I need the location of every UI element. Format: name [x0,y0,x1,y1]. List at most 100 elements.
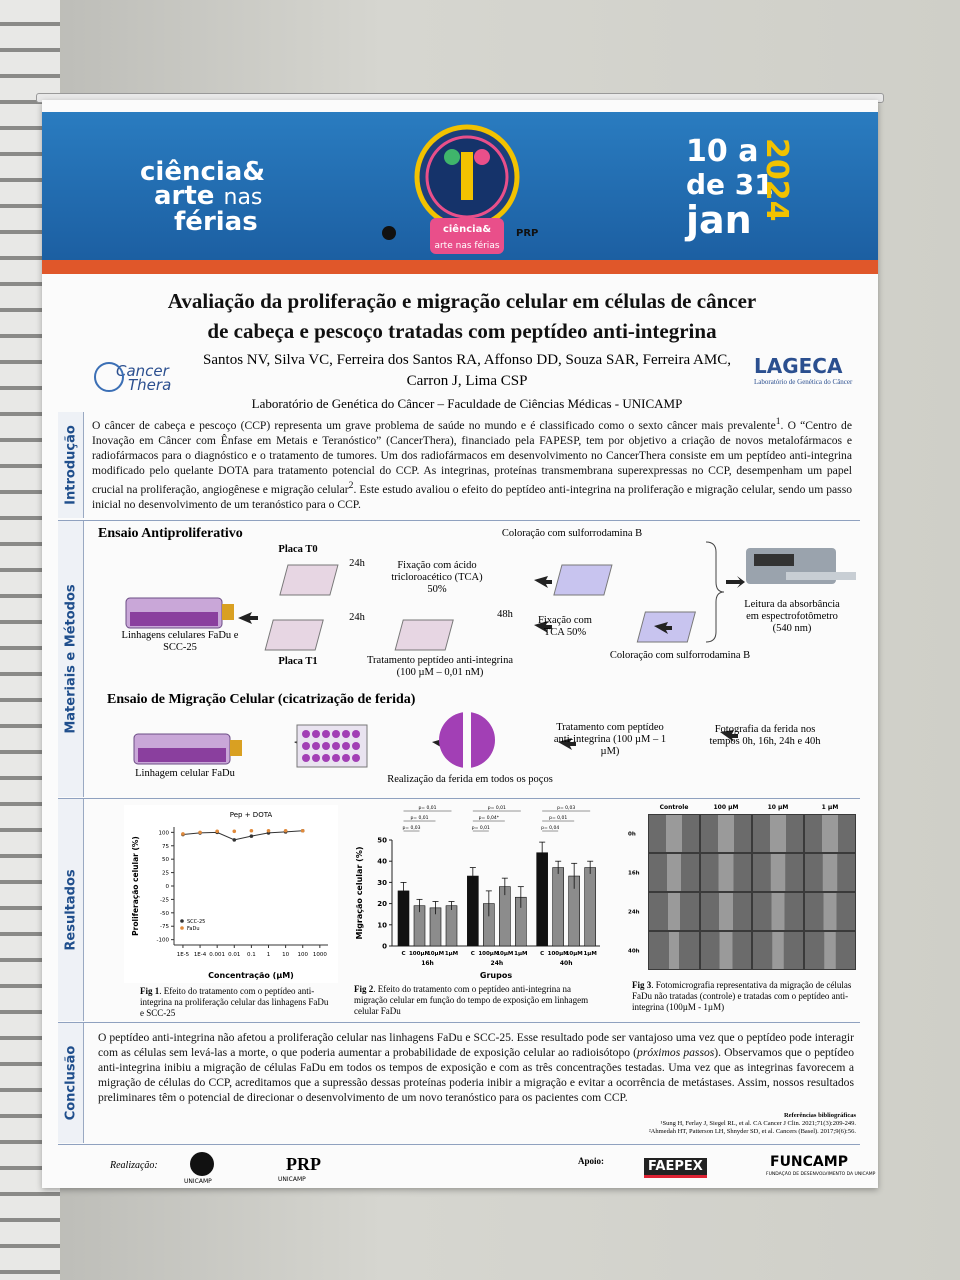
p-value: p= 0,01 [472,825,490,831]
references-title: Referências bibliográficas [783,1112,856,1119]
conclusion-text: O peptídeo anti-integrina não afetou a p… [98,1030,854,1105]
caption-text: . Fotomicrografia representativa da migr… [632,980,852,1012]
x-tick-label: 1 [267,952,271,958]
point [300,828,305,833]
references: Referências bibliográficas ¹Sung H, Ferl… [582,1112,856,1136]
author-line: Carron J, Lima CSP [406,373,528,389]
unicamp-mark [382,226,396,240]
emblem-brand: arte nas férias [434,240,499,251]
plate [279,564,339,596]
step-label: Linhagem celular FaDu [135,768,235,779]
step-label: Coloração com sulforrodamina B [501,528,643,539]
y-axis-label: Proliferação celular (%) [131,836,140,936]
column-label: 1 µM [822,804,839,811]
y-tick-label: 75 [162,844,169,850]
step-label: Tratamento com peptídeo anti-integrina (… [553,722,667,757]
point [249,828,254,833]
legend-marker [180,919,184,923]
affiliation: Laboratório de Genética do Câncer – Facu… [251,396,683,411]
prp-logo: PRP [286,1154,321,1174]
text: O peptídeo anti-integrina não afetou a p… [98,1031,854,1059]
legend-marker [180,926,184,930]
point [232,838,237,842]
x-tick-label: 100µM [478,951,499,957]
poster: ciência& arte nas férias ciência& arte n… [42,100,878,1188]
y-tick-label: 50 [377,837,387,845]
cancerthera-logo: Cancer Thera [94,364,171,393]
brand: ciência& arte nas férias [140,159,265,237]
wound-gap [823,893,837,930]
wound-gap [771,893,785,930]
poster-title: Avaliação da proliferação e migração cel… [82,286,842,346]
emblem-pencil [461,152,473,200]
wound-gap [822,854,838,891]
caption-label: Fig 2 [354,984,374,994]
y-tick-label: 20 [377,900,387,908]
y-tick-label: 10 [377,921,387,929]
brand-word: arte [154,181,215,211]
reference: ¹Sung H, Ferlay J, Siegel RL, et al. CA … [660,1120,857,1127]
wound-gap [668,893,680,930]
caption: Fig 2. Efeito do tratamento com o peptíd… [354,984,604,1017]
step-label: Fixação com TCA 50% [538,615,592,638]
x-tick-label: 1E-5 [177,952,190,958]
y-tick-label: -75 [160,924,169,930]
spectrophotometer [746,548,856,584]
partner-logo: PRP [516,228,539,239]
unicamp-text: UNICAMP [184,1178,212,1185]
step-label: Leitura da absorbância em espectrofotôme… [744,599,840,634]
caption-text: . Efeito do tratamento com o peptídeo an… [140,986,329,1018]
point [249,834,254,838]
figure-3: Controle 100 µM 10 µM 1 µM 0h 16h 24h 40h [628,804,856,970]
emblem-brand-word: nas [456,241,472,251]
footnote: 2 [348,479,354,491]
funcamp-logo: FUNCAMP [770,1154,848,1170]
point [215,829,219,834]
divider [58,1022,860,1023]
p-value: p= 0,01 [418,805,436,811]
p-value: p= 0,01 [410,815,428,821]
plate [264,619,324,651]
intro-text: O câncer de cabeça e pescoço (CCP) repre… [92,414,852,512]
y-tick-label: 100 [159,830,170,836]
funcamp-sub: FUNDAÇÃO DE DESENVOLVIMENTO DA UNICAMP [766,1172,876,1177]
y-tick-label: 25 [162,871,169,877]
x-axis-label: Concentração (µM) [208,971,294,980]
wound-gap [463,710,471,770]
wound-gap [824,932,836,969]
x-tick-label: 0.1 [247,952,256,958]
plate [553,564,613,596]
text: . O “Centro de Inovação em Câncer com Ên… [92,418,852,496]
p-value: p= 0,04 [541,825,559,831]
text: ). Observamos que o peptídeo anti-integr… [98,1046,854,1104]
heading: Ensaio Antiproliferativo [98,526,243,541]
x-tick-label: C [401,951,405,957]
x-tick-label: 10µM [566,951,583,957]
step-label: 24h [349,612,365,623]
date-month: jan [686,198,752,242]
column-label: 10 µM [768,804,789,811]
footer-label: Apoio: [578,1156,605,1166]
section-label: Materiais e Métodos [63,584,78,734]
flask [133,733,242,765]
divider [58,1144,860,1145]
brand-word: nas [223,185,263,210]
y-axis-label: Migração celular (%) [355,847,364,940]
plate [394,619,454,651]
section-label: Introdução [63,425,78,505]
y-tick-label: -50 [160,911,169,917]
x-tick-label: 1E-4 [194,952,207,958]
row-label: 0h [628,832,636,838]
emblem-badge [430,218,504,254]
x-tick-label: 100µM [409,951,430,957]
brand-word: férias [174,207,258,237]
text-italic: próximos passos [637,1046,715,1059]
date-end: de 31 [686,168,774,201]
y-tick-label: -25 [160,897,169,903]
y-tick-label: 40 [377,858,387,866]
x-tick-label: 100 [297,952,308,958]
wound-gap [719,932,733,969]
side-label: Introdução [58,412,84,518]
title-line: de cabeça e pescoço tratadas com peptíde… [207,319,717,343]
